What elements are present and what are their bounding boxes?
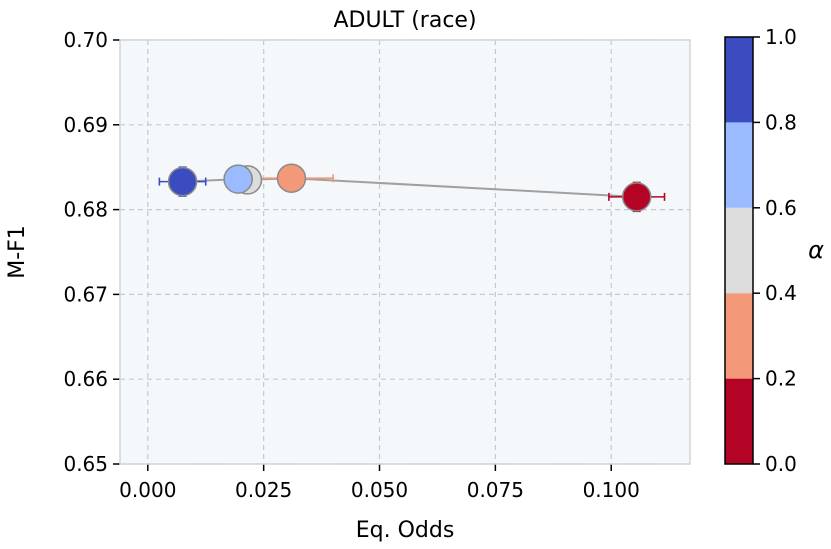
x-tick-label: 0.075 <box>467 478 524 502</box>
data-point <box>621 182 652 212</box>
colorbar-tick-label: 0.2 <box>765 367 797 391</box>
data-point <box>167 166 198 197</box>
colorbar-tick-label: 0.8 <box>765 110 797 134</box>
plot-area <box>120 40 690 464</box>
y-tick-label: 0.68 <box>63 198 108 222</box>
data-point <box>276 163 307 193</box>
colorbar-frame <box>724 36 754 465</box>
colorbar-segment <box>725 122 753 208</box>
data-series <box>158 163 666 213</box>
colorbar-tick-label: 1.0 <box>765 25 797 49</box>
colorbar-tick-label: 0.6 <box>765 196 797 220</box>
x-tick-label: 0.100 <box>583 478 640 502</box>
y-tick-label: 0.69 <box>63 113 108 137</box>
y-tick-label: 0.65 <box>63 452 108 476</box>
y-axis-ticks: 0.65 0.66 0.67 0.68 0.69 0.70 <box>63 28 120 476</box>
colorbar: 0.0 0.2 0.4 0.6 0.8 1.0 <box>724 25 797 476</box>
data-point <box>223 164 253 194</box>
colorbar-segment <box>725 37 753 123</box>
y-tick-label: 0.67 <box>63 282 108 306</box>
colorbar-segment <box>725 378 753 464</box>
chart-title: ADULT (race) <box>333 8 476 33</box>
plot-frame <box>119 39 691 465</box>
y-tick-label: 0.66 <box>63 367 108 391</box>
x-axis-ticks: 0.000 0.025 0.050 0.075 0.100 <box>119 464 640 502</box>
colorbar-segment <box>725 293 753 379</box>
y-axis-label: M-F1 <box>5 225 30 279</box>
colorbar-segment <box>725 207 753 294</box>
x-tick-label: 0.025 <box>235 478 292 502</box>
x-axis-label: Eq. Odds <box>356 518 455 543</box>
colorbar-tick-label: 0.4 <box>765 281 797 305</box>
colorbar-label: α <box>808 236 824 264</box>
colorbar-tick-label: 0.0 <box>765 452 797 476</box>
x-tick-label: 0.050 <box>351 478 408 502</box>
x-tick-label: 0.000 <box>119 478 176 502</box>
y-tick-label: 0.70 <box>63 28 108 52</box>
